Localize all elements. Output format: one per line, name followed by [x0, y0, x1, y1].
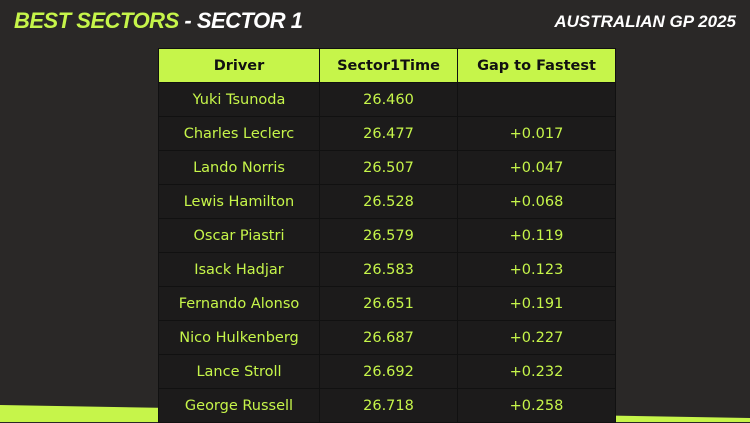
table-row: Lance Stroll 26.692 +0.232	[158, 354, 616, 389]
driver-cell: Charles Leclerc	[158, 116, 320, 151]
time-cell: 26.528	[319, 184, 458, 219]
table-row: Isack Hadjar 26.583 +0.123	[158, 252, 616, 287]
table-row: Nico Hulkenberg 26.687 +0.227	[158, 320, 616, 355]
gap-cell: +0.047	[457, 150, 616, 185]
table-row: Lando Norris 26.507 +0.047	[158, 150, 616, 185]
time-cell: 26.460	[319, 82, 458, 117]
time-cell: 26.583	[319, 252, 458, 287]
time-cell: 26.692	[319, 354, 458, 389]
gap-cell: +0.258	[457, 388, 616, 423]
driver-cell: George Russell	[158, 388, 320, 423]
gap-cell: +0.068	[457, 184, 616, 219]
table-row: Yuki Tsunoda 26.460	[158, 82, 616, 117]
driver-cell: Lando Norris	[158, 150, 320, 185]
time-cell: 26.507	[319, 150, 458, 185]
column-header: Driver	[158, 48, 320, 83]
gap-cell	[457, 82, 616, 117]
event-name: AUSTRALIAN GP 2025	[554, 12, 736, 31]
driver-cell: Nico Hulkenberg	[158, 320, 320, 355]
table-header: Driver Sector1Time Gap to Fastest	[158, 48, 616, 83]
driver-cell: Oscar Piastri	[158, 218, 320, 253]
table-row: Fernando Alonso 26.651 +0.191	[158, 286, 616, 321]
column-header: Gap to Fastest	[457, 48, 616, 83]
table-row: Lewis Hamilton 26.528 +0.068	[158, 184, 616, 219]
time-cell: 26.477	[319, 116, 458, 151]
table-row: George Russell 26.718 +0.258	[158, 388, 616, 423]
time-cell: 26.687	[319, 320, 458, 355]
table-row: Oscar Piastri 26.579 +0.119	[158, 218, 616, 253]
driver-cell: Yuki Tsunoda	[158, 82, 320, 117]
time-cell: 26.718	[319, 388, 458, 423]
sector-times-table: Driver Sector1Time Gap to Fastest Yuki T…	[158, 48, 616, 423]
gap-cell: +0.123	[457, 252, 616, 287]
driver-cell: Lance Stroll	[158, 354, 320, 389]
gap-cell: +0.232	[457, 354, 616, 389]
gap-cell: +0.191	[457, 286, 616, 321]
time-cell: 26.651	[319, 286, 458, 321]
table-row: Charles Leclerc 26.477 +0.017	[158, 116, 616, 151]
driver-cell: Fernando Alonso	[158, 286, 320, 321]
gap-cell: +0.119	[457, 218, 616, 253]
page-title: BEST SECTORS - SECTOR 1	[14, 8, 303, 33]
gap-cell: +0.227	[457, 320, 616, 355]
time-cell: 26.579	[319, 218, 458, 253]
gap-cell: +0.017	[457, 116, 616, 151]
driver-cell: Lewis Hamilton	[158, 184, 320, 219]
column-header: Sector1Time	[319, 48, 458, 83]
driver-cell: Isack Hadjar	[158, 252, 320, 287]
